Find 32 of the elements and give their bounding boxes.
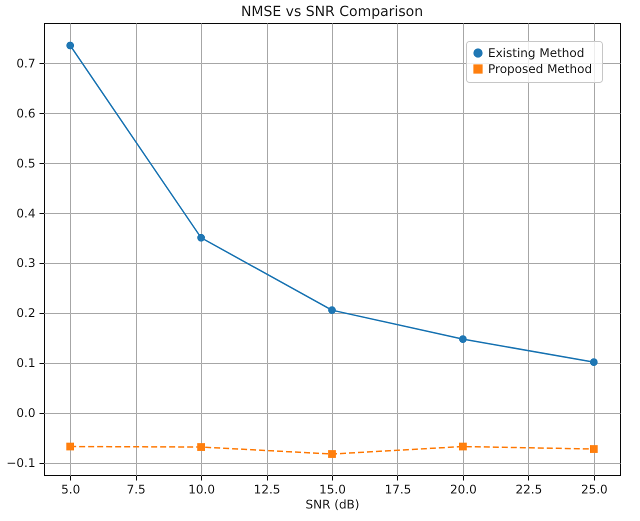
chart-title: NMSE vs SNR Comparison [240,4,424,20]
y-tick-label: 0.4 [16,206,36,220]
x-tick-label: 25.0 [580,482,608,496]
point [590,445,598,453]
y-tick-label: 0.5 [16,156,36,170]
point [590,358,598,366]
point [328,306,336,314]
x-tick-label: 20.0 [450,482,477,496]
x-tick-label: 15.0 [319,482,346,496]
x-axis-title: SNR (dB) [306,498,360,512]
point [328,450,336,458]
point [66,442,74,450]
point [197,234,205,242]
x-tick-label: 10.0 [188,482,215,496]
point [197,443,205,451]
y-tick-label: 0.3 [16,256,36,270]
x-tick-label: 12.5 [254,482,280,496]
y-tick-label: 0.1 [16,356,36,370]
legend-label: Proposed Method [488,62,592,76]
y-tick-label: 0.7 [16,56,36,70]
x-tick-label: 5.0 [61,482,80,496]
point [66,42,74,50]
x-tick-label: 17.5 [384,482,412,496]
x-tick-label: 22.5 [516,482,542,496]
y-tick-label: 0.2 [16,306,36,320]
y-tick-label: −0.1 [6,456,36,470]
y-tick-label: 0.6 [16,106,36,120]
point [459,335,467,344]
y-tick-label: 0.0 [16,406,36,420]
point [459,442,467,450]
legend-label: Existing Method [488,46,584,60]
x-tick-label: 7.5 [126,482,146,496]
